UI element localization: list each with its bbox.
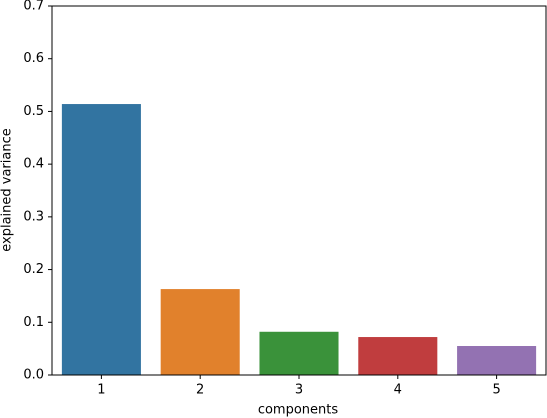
x-tick-label: 5 (492, 383, 500, 398)
x-axis-label: components (258, 403, 339, 418)
y-tick-label: 0.0 (23, 368, 44, 383)
y-tick-label: 0.3 (23, 209, 44, 224)
bar (61, 104, 141, 375)
y-tick-label: 0.6 (23, 51, 44, 66)
bar (259, 331, 339, 375)
x-tick-label: 2 (196, 383, 204, 398)
bar (160, 289, 240, 375)
y-axis-label: explained variance (0, 128, 15, 252)
x-tick-label: 1 (97, 383, 105, 398)
y-tick-label: 0.5 (23, 104, 44, 119)
bar (457, 346, 537, 375)
bar (358, 337, 438, 375)
x-tick-label: 3 (295, 383, 303, 398)
plot-frame (51, 5, 547, 376)
y-tick-label: 0.2 (23, 262, 44, 277)
y-tick-label: 0.4 (23, 157, 44, 172)
y-tick-label: 0.1 (23, 315, 44, 330)
y-tick-label: 0.7 (23, 0, 44, 14)
x-tick-label: 4 (394, 383, 402, 398)
